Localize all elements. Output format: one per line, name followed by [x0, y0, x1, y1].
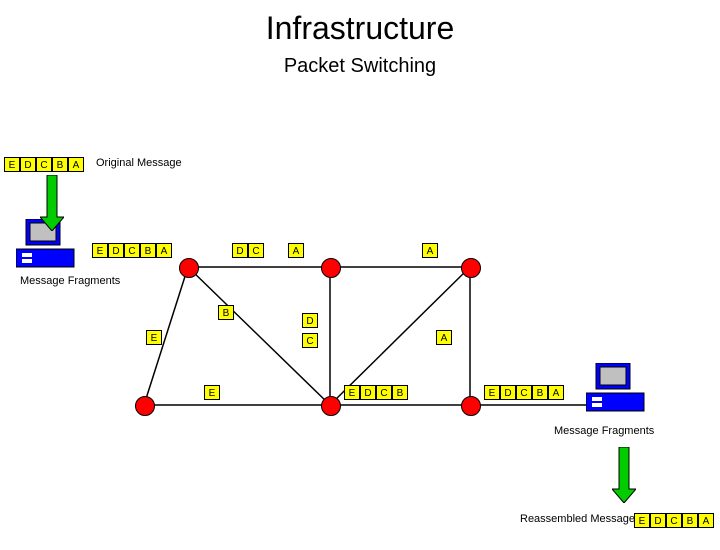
page-title: Infrastructure [0, 10, 720, 47]
arrow-down-icon [40, 175, 64, 236]
label-original: Original Message [96, 157, 182, 169]
network-node [461, 396, 481, 416]
packet-a: A [436, 330, 452, 345]
packet-d: D [20, 157, 36, 172]
arrow-down-icon [612, 447, 636, 508]
packet-d: D [232, 243, 248, 258]
packet-c: C [302, 333, 318, 348]
network-node [321, 258, 341, 278]
packet-c: C [376, 385, 392, 400]
page-subtitle: Packet Switching [0, 55, 720, 78]
packet-d: D [500, 385, 516, 400]
packet-a: A [548, 385, 564, 400]
label-fragments_right: Message Fragments [554, 425, 654, 437]
packet-a: A [156, 243, 172, 258]
packet-e: E [204, 385, 220, 400]
packet-e: E [484, 385, 500, 400]
packet-c: C [516, 385, 532, 400]
packet-b: B [682, 513, 698, 528]
packet-d: D [650, 513, 666, 528]
packet-e: E [634, 513, 650, 528]
label-fragments_left: Message Fragments [20, 275, 120, 287]
packet-a: A [288, 243, 304, 258]
packet-e: E [4, 157, 20, 172]
packet-c: C [124, 243, 140, 258]
packet-a: A [698, 513, 714, 528]
diagram-canvas: EDCBAEDCBADCAABDECAEEDCBEDCBAEDCBAOrigin… [0, 125, 720, 545]
computer-icon [586, 363, 646, 420]
packet-b: B [532, 385, 548, 400]
network-node [461, 258, 481, 278]
packet-b: B [140, 243, 156, 258]
packet-e: E [146, 330, 162, 345]
network-node [179, 258, 199, 278]
packet-c: C [666, 513, 682, 528]
packet-a: A [68, 157, 84, 172]
label-reassembled: Reassembled Message [520, 513, 635, 525]
packet-d: D [302, 313, 318, 328]
packet-b: B [392, 385, 408, 400]
packet-e: E [92, 243, 108, 258]
network-node [321, 396, 341, 416]
network-node [135, 396, 155, 416]
packet-d: D [108, 243, 124, 258]
packet-b: B [52, 157, 68, 172]
packet-d: D [360, 385, 376, 400]
packet-a: A [422, 243, 438, 258]
packet-c: C [36, 157, 52, 172]
packet-c: C [248, 243, 264, 258]
packet-e: E [344, 385, 360, 400]
packet-b: B [218, 305, 234, 320]
